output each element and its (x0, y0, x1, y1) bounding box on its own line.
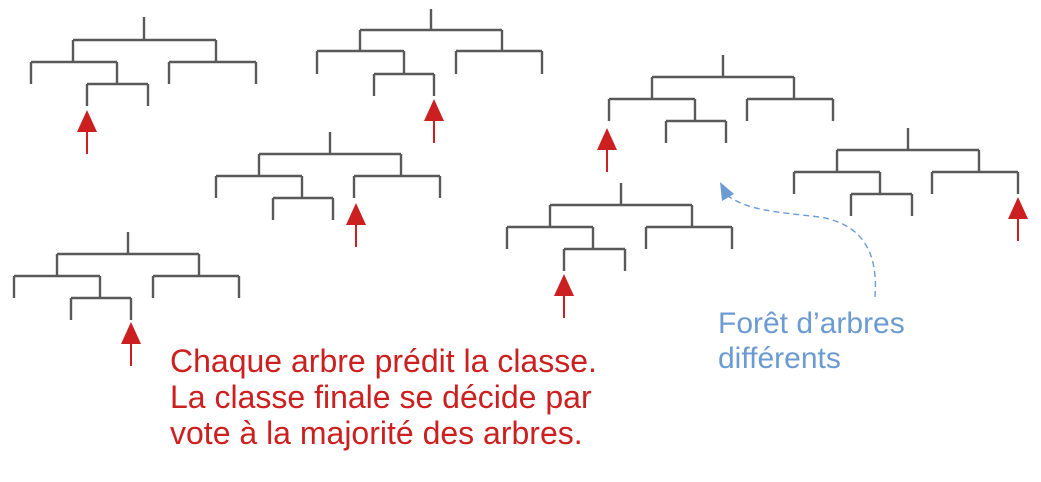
forest-pointer-arrow (720, 182, 877, 298)
vote-arrow-2 (424, 99, 444, 143)
vote-arrow-1 (77, 110, 97, 154)
decision-tree-6 (505, 183, 734, 271)
forest-label: Forêt d’arbres différents (718, 307, 905, 375)
decision-tree-5 (607, 55, 835, 143)
decision-tree-2 (315, 9, 544, 96)
decision-tree-1 (29, 17, 258, 106)
vote-arrow-4 (121, 322, 141, 366)
vote-arrow-5 (597, 128, 617, 172)
vote-arrow-7 (1008, 197, 1028, 241)
vote-arrow-6 (554, 274, 574, 318)
caption-text: Chaque arbre prédit la classe. La classe… (170, 343, 597, 451)
decision-tree-3 (214, 132, 442, 220)
decision-tree-4 (12, 232, 241, 320)
vote-arrow-3 (346, 203, 366, 247)
decision-tree-7 (792, 128, 1020, 216)
